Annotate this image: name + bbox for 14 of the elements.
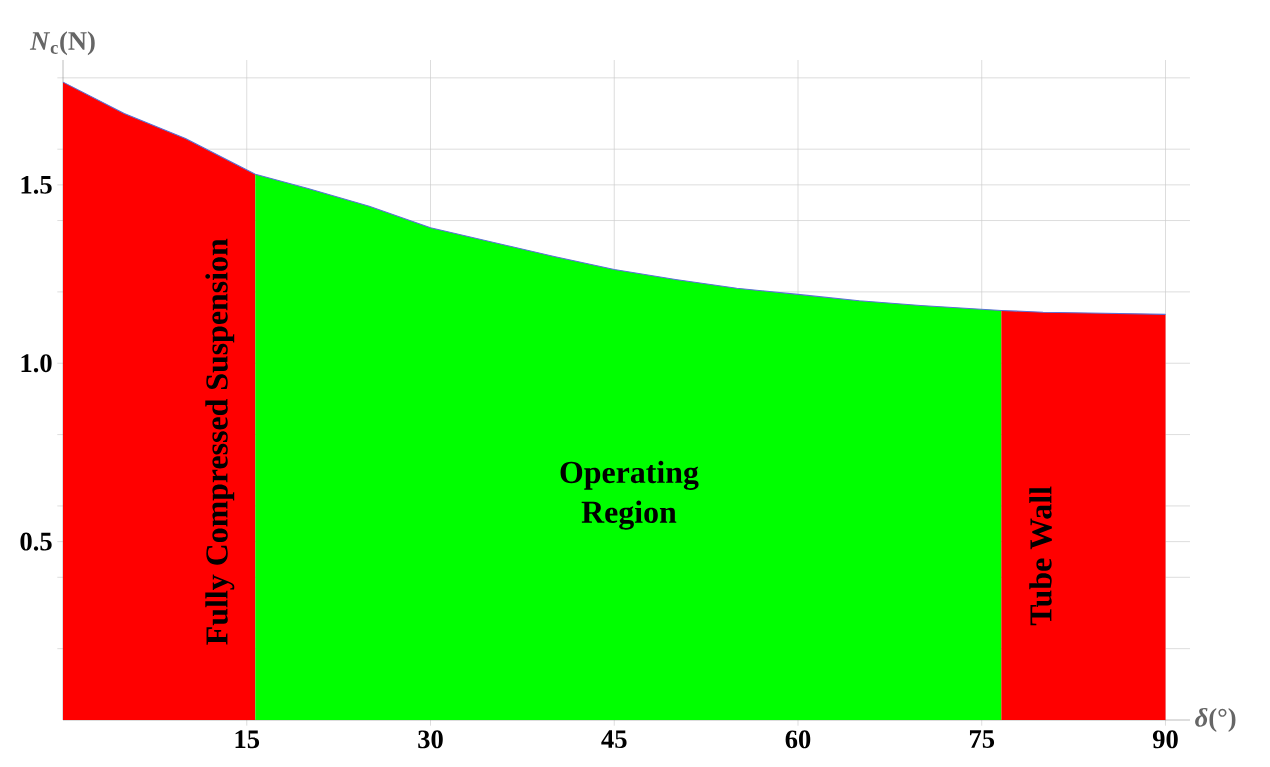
- x-tick-label: 90: [1152, 730, 1178, 749]
- x-tick-label: 75: [969, 730, 995, 749]
- y-tick-label: 0.5: [20, 532, 52, 551]
- annotation: Tube Wall: [1029, 486, 1052, 626]
- annotation: Fully Compressed Suspension: [205, 238, 235, 645]
- y-tick-label: 1.5: [21, 175, 52, 194]
- y-axis-title: N$_{c}$(N): [29, 31, 95, 56]
- y-tick-label: 1.0: [21, 354, 52, 373]
- x-axis-title: δ(°): [1195, 707, 1236, 733]
- x-tick-label: 60: [785, 730, 811, 749]
- x-tick-label: 30: [418, 730, 443, 749]
- x-tick-label: 45: [601, 730, 627, 749]
- x-tick-label: 15: [235, 730, 260, 749]
- annotation: Operating Region: [560, 460, 699, 530]
